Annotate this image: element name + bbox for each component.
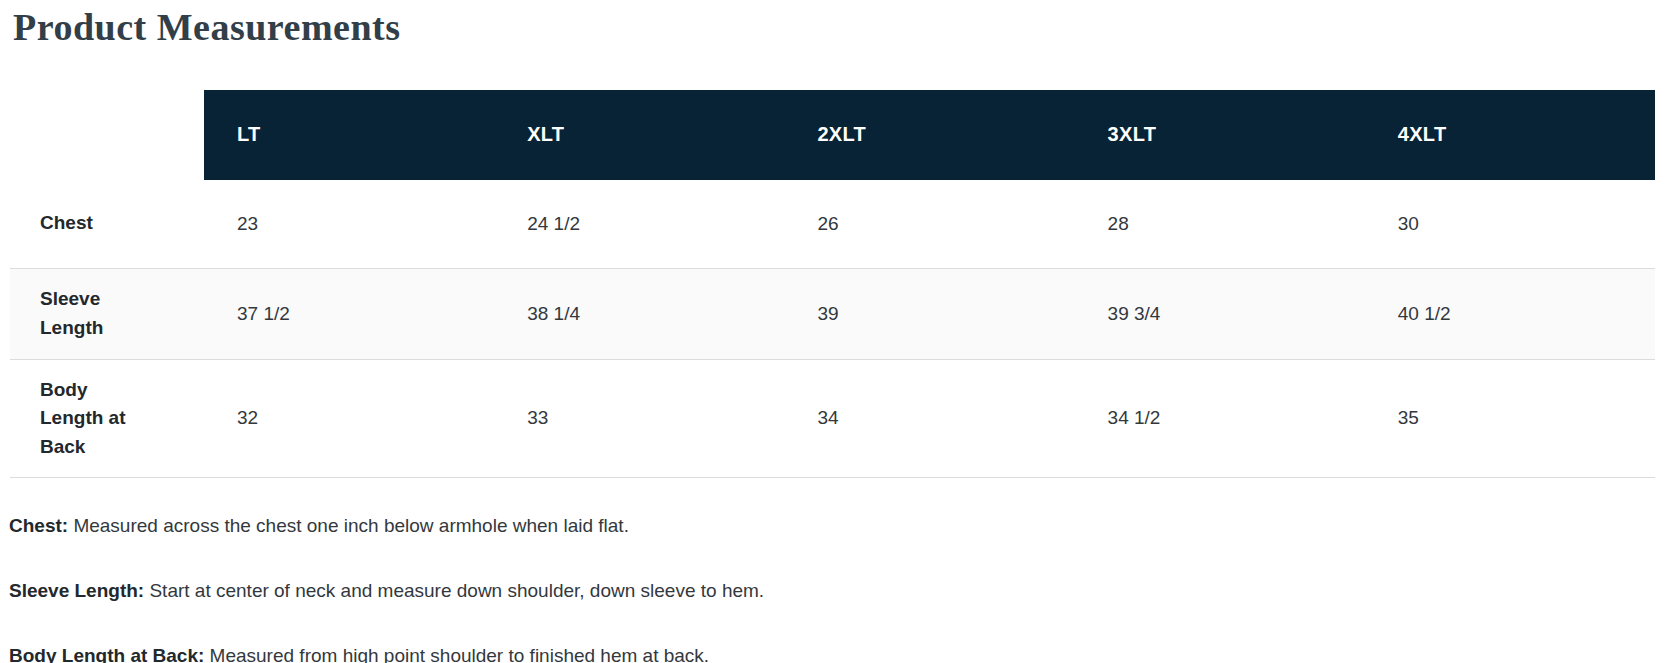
table-row-chest: Chest 23 24 1/2 26 28 30	[10, 180, 1655, 268]
measurements-table: LT XLT 2XLT 3XLT 4XLT Chest 23 24 1/2 26…	[10, 90, 1655, 479]
table-header-row: LT XLT 2XLT 3XLT 4XLT	[204, 90, 1655, 180]
table-cell: 39 3/4	[1075, 303, 1365, 325]
column-header-3xlt: 3XLT	[1075, 123, 1365, 146]
table-cell: 26	[784, 213, 1074, 235]
table-cell: 32	[204, 407, 494, 429]
table-cell: 38 1/4	[494, 303, 784, 325]
note-chest: Chest: Measured across the chest one inc…	[9, 514, 1667, 538]
table-cell: 28	[1075, 213, 1365, 235]
table-cell: 34	[784, 407, 1074, 429]
table-cell: 35	[1365, 407, 1655, 429]
note-chest-description: Measured across the chest one inch below…	[68, 515, 629, 536]
table-cell: 39	[784, 303, 1074, 325]
table-cell: 40 1/2	[1365, 303, 1655, 325]
note-chest-term: Chest:	[9, 515, 68, 536]
table-cell: 34 1/2	[1075, 407, 1365, 429]
column-header-xlt: XLT	[494, 123, 784, 146]
row-label-sleeve-length: Sleeve Length	[10, 269, 204, 358]
column-header-4xlt: 4XLT	[1365, 123, 1655, 146]
table-cell: 33	[494, 407, 784, 429]
column-header-2xlt: 2XLT	[784, 123, 1074, 146]
note-sleeve-length-description: Start at center of neck and measure down…	[144, 580, 764, 601]
table-cell: 24 1/2	[494, 213, 784, 235]
page-title: Product Measurements	[13, 6, 1667, 50]
note-body-length-at-back-description: Measured from high point shoulder to fin…	[204, 645, 709, 663]
table-cell: 30	[1365, 213, 1655, 235]
row-label-body-length-at-back: Body Length at Back	[10, 360, 204, 478]
note-sleeve-length-term: Sleeve Length:	[9, 580, 144, 601]
note-sleeve-length: Sleeve Length: Start at center of neck a…	[9, 579, 1667, 603]
column-header-lt: LT	[204, 123, 494, 146]
table-row-body-length-at-back: Body Length at Back 32 33 34 34 1/2 35	[10, 360, 1655, 479]
table-row-sleeve-length: Sleeve Length 37 1/2 38 1/4 39 39 3/4 40…	[10, 268, 1655, 360]
table-cell: 23	[204, 213, 494, 235]
measurement-notes: Chest: Measured across the chest one inc…	[9, 514, 1667, 663]
row-label-chest: Chest	[10, 193, 204, 254]
note-body-length-at-back-term: Body Length at Back:	[9, 645, 204, 663]
table-cell: 37 1/2	[204, 303, 494, 325]
note-body-length-at-back: Body Length at Back: Measured from high …	[9, 644, 1667, 663]
